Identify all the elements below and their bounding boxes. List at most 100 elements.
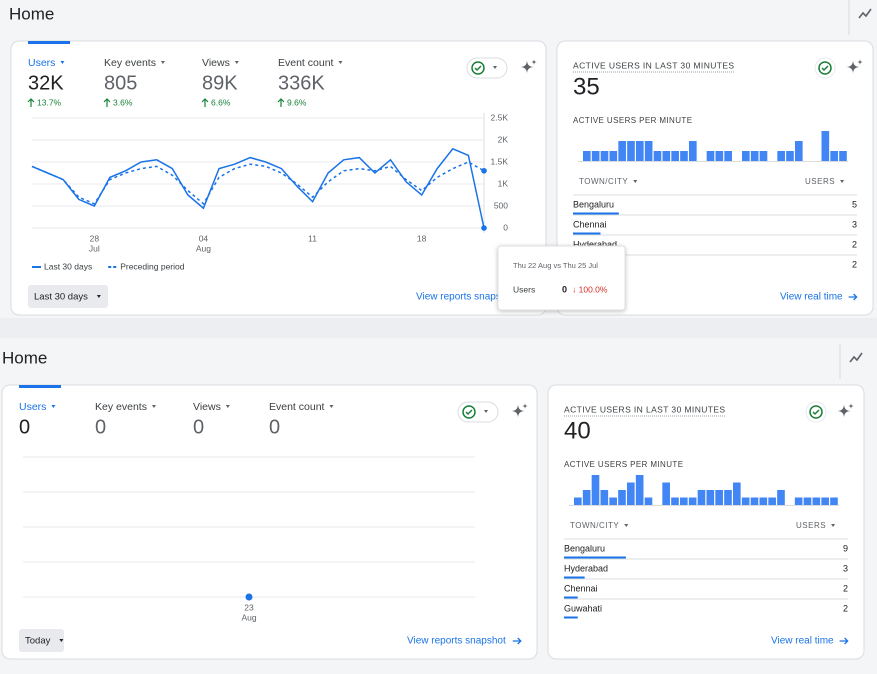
date-range-button[interactable] <box>19 629 64 652</box>
metric-label[interactable]: Views <box>202 57 230 69</box>
dropdown-icon <box>329 405 334 408</box>
bar <box>830 497 838 505</box>
metric-label[interactable]: Key events <box>95 401 147 413</box>
bar <box>671 497 679 505</box>
metric-change: 3.6% <box>113 97 133 107</box>
bar <box>715 490 723 505</box>
column-header[interactable]: USERS <box>796 521 826 530</box>
bar <box>662 151 671 161</box>
reports-link[interactable]: View reports snapshot <box>407 636 506 647</box>
bar <box>635 475 644 505</box>
bar <box>574 497 582 505</box>
realtime-card <box>547 384 865 660</box>
hover-point <box>481 225 487 231</box>
bar <box>724 151 732 161</box>
insights-icon[interactable] <box>511 403 528 418</box>
x-tick-label: 04 <box>199 233 209 243</box>
bar <box>600 151 609 161</box>
metric-label[interactable]: Key events <box>104 57 156 69</box>
bar <box>795 141 803 161</box>
metric-label[interactable]: Views <box>193 401 221 413</box>
status-check <box>821 65 829 72</box>
dropdown-icon <box>831 524 836 527</box>
x-tick-label: 23 <box>244 602 254 612</box>
bar <box>618 490 626 505</box>
y-tick-label: 2K <box>498 134 509 144</box>
bar <box>609 151 618 161</box>
metric-change: 13.7% <box>37 97 62 107</box>
hover-point <box>481 168 487 174</box>
city-name: Bengaluru <box>573 199 614 209</box>
compare-button[interactable] <box>457 401 499 423</box>
bar <box>830 151 838 161</box>
active-tab-indicator <box>28 41 70 44</box>
tooltip-change: ↓ 100.0% <box>572 284 608 294</box>
insights-button[interactable] <box>858 8 872 19</box>
metric-label[interactable]: Event count <box>278 57 334 69</box>
bar <box>706 490 715 505</box>
bar <box>662 482 670 505</box>
reports-link[interactable]: View reports snapshot <box>416 292 515 303</box>
metric-label[interactable]: Users <box>19 401 46 413</box>
insights-button[interactable] <box>849 352 863 363</box>
insights-icon[interactable] <box>846 59 863 74</box>
bar <box>839 151 847 161</box>
bar <box>724 490 732 505</box>
x-tick-month: Aug <box>196 243 211 253</box>
realtime-count: 35 <box>573 73 600 100</box>
bar <box>794 497 803 505</box>
column-header[interactable]: TOWN/CITY <box>570 521 619 530</box>
trend-up-icon <box>103 98 111 107</box>
city-name: Hyderabad <box>564 563 608 573</box>
metric-value: 0 <box>193 416 204 438</box>
realtime-subtitle: ACTIVE USERS PER MINUTE <box>573 116 692 125</box>
x-tick-month: Jul <box>89 243 100 253</box>
dropdown-icon <box>840 180 845 183</box>
bar <box>803 497 812 505</box>
insights-icon[interactable] <box>520 59 537 74</box>
date-range-button[interactable] <box>28 285 108 308</box>
arrow-icon <box>839 637 849 645</box>
separator-band <box>0 318 877 338</box>
metric-change: 9.6% <box>287 97 307 107</box>
arrow-icon <box>848 293 858 301</box>
bar <box>600 490 609 505</box>
panel: Home Users 0 Key events 0 Views 0 Event count 0 2… <box>1 344 865 660</box>
compare-button[interactable] <box>466 57 508 79</box>
city-users: 5 <box>852 199 857 209</box>
share-bar <box>573 212 619 215</box>
column-header[interactable]: USERS <box>805 177 835 186</box>
status-icon <box>471 61 485 75</box>
bar <box>591 151 600 161</box>
data-point <box>245 593 253 601</box>
bar <box>741 497 750 505</box>
city-name: Chennai <box>564 583 598 593</box>
tooltip <box>497 245 626 311</box>
dropdown-icon <box>51 405 56 408</box>
active-tab-indicator <box>19 385 61 388</box>
dropdown-icon <box>338 61 343 64</box>
bar <box>644 141 653 161</box>
metric-label[interactable]: Event count <box>269 401 325 413</box>
bar <box>688 497 697 505</box>
y-tick-label: 2.5K <box>491 112 509 122</box>
metric-value: 89K <box>202 72 238 94</box>
metric-value: 336K <box>278 72 325 94</box>
legend-label: Preceding period <box>120 261 185 271</box>
bar <box>742 151 750 161</box>
trend-up-icon <box>27 98 35 107</box>
dropdown-icon <box>59 639 64 642</box>
trend-up-icon <box>277 98 285 107</box>
city-name: Chennai <box>573 219 607 229</box>
metric-label[interactable]: Users <box>28 57 55 69</box>
bar <box>777 151 785 161</box>
x-tick-label: 28 <box>90 233 100 243</box>
realtime-link[interactable]: View real time <box>771 636 834 647</box>
realtime-card <box>556 40 874 316</box>
insights-icon[interactable] <box>837 403 854 418</box>
dropdown-icon <box>225 405 230 408</box>
bar <box>627 482 635 505</box>
realtime-link[interactable]: View real time <box>780 292 843 303</box>
column-header[interactable]: TOWN/CITY <box>579 177 628 186</box>
